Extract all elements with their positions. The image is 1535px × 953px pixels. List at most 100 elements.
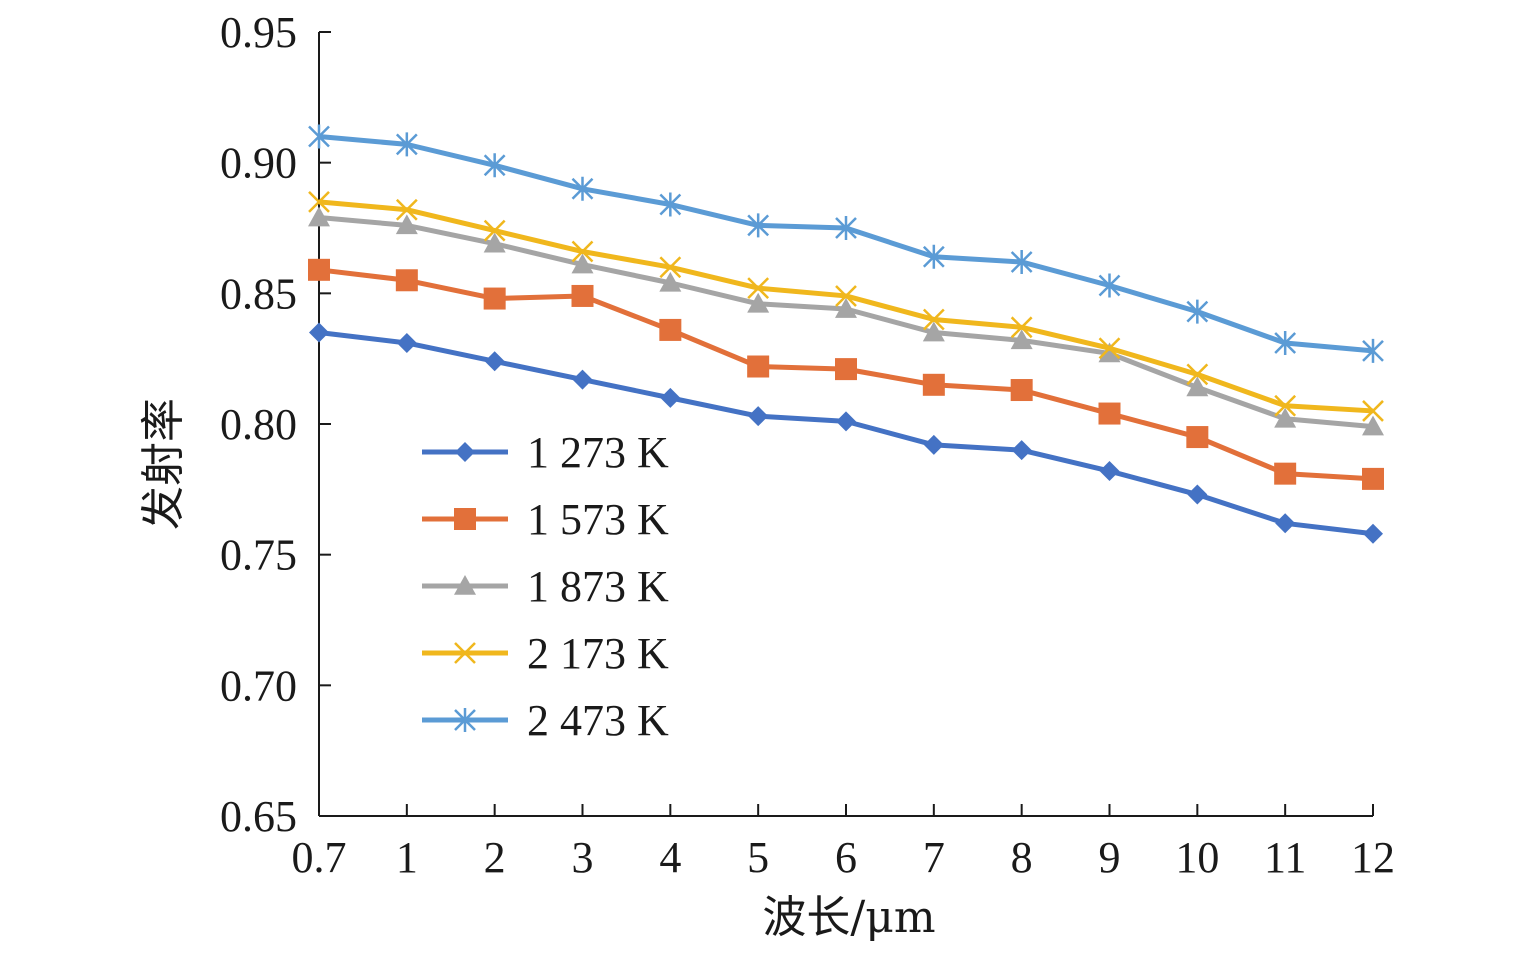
data-point: [1186, 376, 1209, 397]
data-point: [1010, 249, 1033, 274]
data-point: [660, 387, 681, 408]
x-ticks: 0.7 1 2 3 4 5 6 7 8 9 10 11 12: [292, 804, 1395, 882]
data-point: [483, 287, 506, 310]
y-tick-label: 0.80: [220, 400, 297, 449]
x-tick-label: 12: [1351, 833, 1395, 882]
x-tick-label: 6: [835, 833, 857, 882]
data-point: [1362, 467, 1384, 490]
data-point: [747, 292, 770, 313]
y-tick-label: 0.85: [220, 269, 297, 318]
data-point: [1010, 316, 1033, 339]
data-point: [1186, 426, 1209, 449]
series-1: [309, 322, 1383, 544]
data-point: [1098, 342, 1121, 363]
data-point: [1010, 329, 1033, 350]
data-point: [572, 369, 593, 390]
data-point: [1362, 338, 1384, 363]
legend-item: 1 873 K: [422, 562, 669, 611]
data-point: [1010, 379, 1033, 402]
data-point: [1098, 273, 1121, 298]
data-point: [483, 219, 506, 242]
data-point: [308, 124, 330, 149]
x-tick-label: 9: [1099, 833, 1121, 882]
legend-marker: [454, 575, 476, 595]
data-point: [659, 192, 682, 217]
data-point: [1098, 402, 1121, 425]
data-point: [1011, 440, 1032, 461]
y-tick-label: 0.70: [220, 661, 297, 710]
legend-item: 2 473 K: [422, 696, 669, 745]
data-point: [395, 269, 418, 292]
series-3: [308, 206, 1384, 436]
data-point: [835, 298, 857, 318]
y-ticks: 0.65 0.70 0.75 0.80 0.85 0.90 0.95: [220, 8, 331, 841]
data-point: [571, 284, 594, 307]
series-line: [318, 134, 1374, 354]
data-point: [395, 132, 418, 157]
legend-item: 1 573 K: [422, 495, 669, 544]
series-4: [308, 190, 1384, 422]
legend-marker: [455, 442, 475, 462]
data-point: [835, 216, 857, 240]
legend-label: 2 473 K: [527, 696, 669, 745]
data-point: [1362, 400, 1384, 422]
data-point: [308, 206, 330, 227]
x-tick-label: 4: [659, 833, 681, 882]
legend-label: 1 273 K: [527, 428, 669, 477]
data-point: [835, 358, 857, 381]
data-point: [747, 277, 770, 299]
x-tick-label: 8: [1011, 833, 1033, 882]
y-tick-label: 0.90: [220, 139, 297, 188]
data-point: [1274, 394, 1297, 417]
data-point: [571, 253, 594, 274]
data-point: [922, 321, 945, 342]
data-point: [571, 176, 594, 201]
data-point: [1363, 523, 1383, 544]
legend-label: 1 573 K: [527, 495, 669, 544]
data-point: [308, 258, 330, 281]
data-point: [922, 244, 945, 269]
data-point: [396, 332, 417, 353]
legend-label: 2 173 K: [527, 629, 669, 678]
data-point: [835, 285, 857, 307]
data-point: [309, 322, 329, 343]
x-tick-label: 3: [572, 833, 594, 882]
series-5: [308, 124, 1384, 363]
data-point: [395, 214, 418, 235]
data-point: [922, 373, 945, 396]
data-point: [1274, 407, 1297, 428]
series-line: [318, 215, 1374, 430]
series-layer: [308, 124, 1384, 544]
data-point: [1362, 415, 1384, 436]
legend-label: 1 873 K: [527, 562, 669, 611]
y-tick-label: 0.75: [220, 531, 297, 580]
data-point: [1098, 337, 1121, 360]
y-tick-label: 0.95: [220, 8, 297, 57]
data-point: [748, 406, 769, 427]
data-point: [659, 318, 682, 341]
x-tick-label: 1: [396, 833, 418, 882]
data-point: [747, 213, 770, 238]
data-point: [1274, 330, 1297, 355]
data-point: [747, 355, 770, 378]
data-point: [571, 240, 594, 263]
data-point: [923, 434, 944, 455]
data-point: [1274, 462, 1297, 485]
x-tick-label: 5: [747, 833, 769, 882]
legend-marker: [454, 508, 476, 530]
legend-item: 1 273 K: [422, 428, 669, 477]
data-point: [1099, 461, 1120, 482]
y-axis-title: 发射率: [138, 398, 189, 530]
legend: 1 273 K 1 573 K 1 873 K 2 173 K 2 473 K: [422, 428, 669, 745]
x-axis-title: 波长/μm: [762, 892, 935, 943]
data-point: [1186, 363, 1209, 386]
x-tick-label: 11: [1264, 833, 1306, 882]
y-tick-label: 0.65: [220, 792, 297, 841]
data-point: [483, 232, 506, 253]
data-point: [836, 411, 856, 432]
x-tick-label: 7: [923, 833, 945, 882]
axes: 0.650.700.750.800.850.900.95 0.7 1 2 3 4 5 6 7 8…: [220, 8, 1395, 882]
data-point: [395, 198, 418, 221]
legend-marker: [454, 642, 476, 664]
